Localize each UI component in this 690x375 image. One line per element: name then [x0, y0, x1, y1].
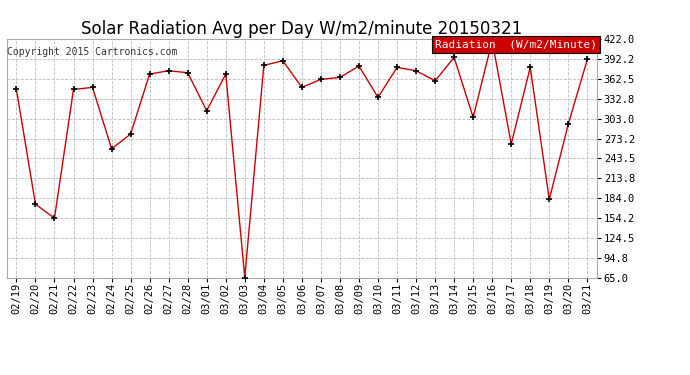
Title: Solar Radiation Avg per Day W/m2/minute 20150321: Solar Radiation Avg per Day W/m2/minute …: [81, 20, 522, 38]
Text: Radiation  (W/m2/Minute): Radiation (W/m2/Minute): [435, 39, 597, 50]
Text: Copyright 2015 Cartronics.com: Copyright 2015 Cartronics.com: [7, 47, 177, 57]
